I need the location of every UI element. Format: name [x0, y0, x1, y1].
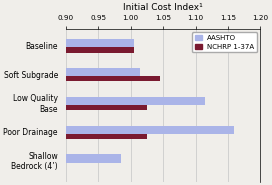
Bar: [66, 154, 121, 163]
Bar: [66, 134, 147, 139]
Bar: [66, 126, 234, 134]
Legend: AASHTO, NCHRP 1-37A: AASHTO, NCHRP 1-37A: [192, 32, 257, 52]
Bar: [66, 47, 134, 53]
Bar: [66, 39, 134, 47]
Bar: [66, 97, 205, 105]
Bar: [66, 76, 160, 81]
Bar: [66, 68, 140, 76]
Title: Initial Cost Index¹: Initial Cost Index¹: [123, 4, 203, 12]
Bar: [66, 105, 147, 110]
